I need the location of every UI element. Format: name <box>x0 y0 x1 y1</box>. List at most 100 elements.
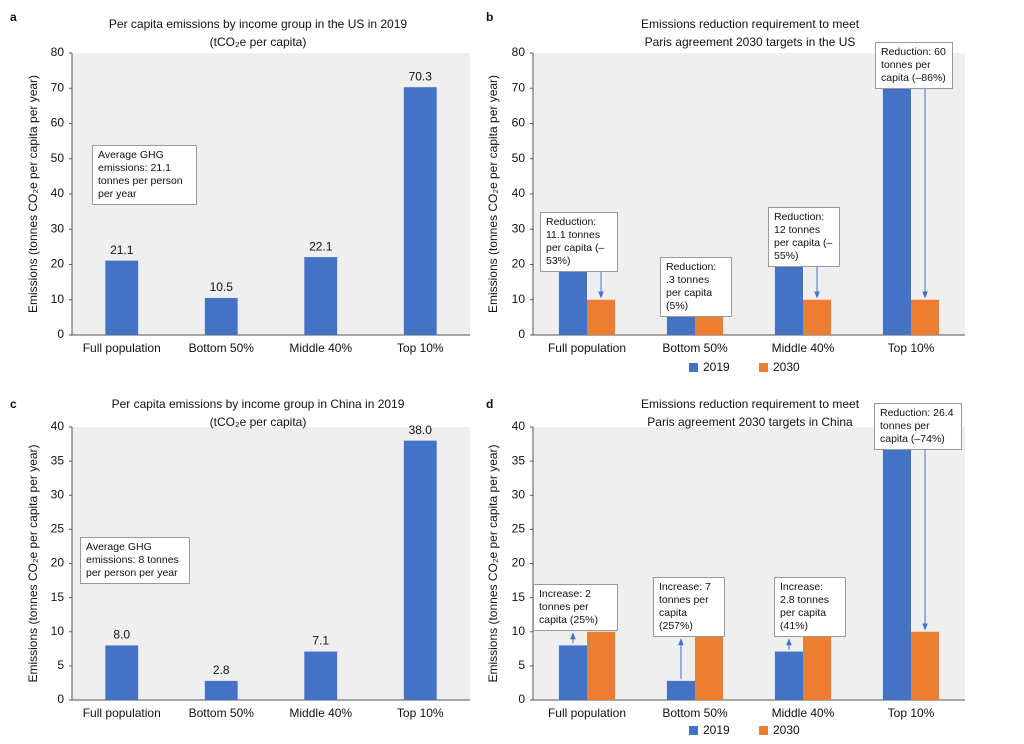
bar <box>587 299 616 335</box>
chart-title: Emissions reduction requirement to meet <box>641 397 860 411</box>
bar <box>774 257 803 335</box>
y-tick-label: 20 <box>512 257 526 271</box>
y-tick-label: 20 <box>512 556 526 570</box>
value-label: 8.0 <box>113 628 130 642</box>
y-tick-label: 10 <box>512 292 526 306</box>
x-tick-label: Middle 40% <box>289 706 352 720</box>
bar <box>558 260 587 335</box>
y-tick-label: 50 <box>51 151 65 165</box>
y-tick-label: 5 <box>518 658 525 672</box>
bar <box>304 257 338 335</box>
annotation: Reduction: 11.1 tonnes per capita (–53%) <box>540 212 618 272</box>
chart-title: Emissions reduction requirement to meet <box>641 17 860 31</box>
y-tick-label: 40 <box>51 419 65 433</box>
bar <box>882 440 911 700</box>
bar <box>304 651 338 700</box>
x-tick-label: Bottom 50% <box>662 706 728 720</box>
y-tick-label: 80 <box>51 45 65 59</box>
y-tick-label: 0 <box>518 327 525 341</box>
bar <box>774 651 803 700</box>
y-tick-label: 30 <box>51 221 65 235</box>
legend-swatch <box>689 726 698 735</box>
y-tick-label: 60 <box>51 116 65 130</box>
chart-subtitle: (tCO₂e per capita) <box>210 35 307 49</box>
y-axis-label: Emissions (tonnes CO₂e per capita per ye… <box>26 444 40 682</box>
bar <box>803 631 832 700</box>
bar <box>911 299 940 335</box>
x-tick-label: Middle 40% <box>772 341 835 355</box>
y-tick-label: 30 <box>512 221 526 235</box>
value-label: 22.1 <box>309 239 333 253</box>
y-tick-label: 25 <box>51 522 65 536</box>
value-label: 38.0 <box>409 423 433 437</box>
annotation: Average GHG emissions: 21.1 tonnes per p… <box>92 145 197 205</box>
legend-label: 2019 <box>703 360 730 374</box>
x-tick-label: Full population <box>548 706 626 720</box>
bar <box>911 631 940 700</box>
y-tick-label: 15 <box>512 590 526 604</box>
chart-title: Per capita emissions by income group in … <box>109 17 407 31</box>
chart-subtitle: (tCO₂e per capita) <box>210 415 307 429</box>
y-tick-label: 10 <box>512 624 526 638</box>
x-tick-label: Top 10% <box>397 706 444 720</box>
y-tick-label: 40 <box>512 186 526 200</box>
x-tick-label: Bottom 50% <box>662 341 728 355</box>
legend-label: 2019 <box>703 723 730 737</box>
x-tick-label: Full population <box>83 341 161 355</box>
annotation: Reduction: 60 tonnes per capita (–86%) <box>875 42 953 89</box>
y-tick-label: 80 <box>512 45 526 59</box>
bar <box>204 680 238 700</box>
y-tick-label: 10 <box>51 292 65 306</box>
y-axis-label: Emissions (tonnes CO₂e per capita per ye… <box>486 444 500 682</box>
value-label: 10.5 <box>210 280 234 294</box>
legend-swatch <box>689 363 698 372</box>
y-tick-label: 35 <box>51 453 65 467</box>
value-label: 7.1 <box>312 634 329 648</box>
y-tick-label: 30 <box>512 487 526 501</box>
bar <box>105 645 139 700</box>
value-label: 21.1 <box>110 243 134 257</box>
chart-title: Per capita emissions by income group in … <box>112 397 405 411</box>
bar <box>803 299 832 335</box>
legend-label: 2030 <box>773 360 800 374</box>
panel-letter: a <box>10 10 17 24</box>
annotation: Reduction: 12 tonnes per capita (–55%) <box>768 207 840 267</box>
bar <box>105 260 139 335</box>
legend-swatch <box>759 363 768 372</box>
x-tick-label: Full population <box>548 341 626 355</box>
x-tick-label: Middle 40% <box>289 341 352 355</box>
chart-subtitle: Paris agreement 2030 targets in China <box>647 415 853 429</box>
annotation: Increase: 7 tonnes per capita (257%) <box>653 577 725 637</box>
x-tick-label: Bottom 50% <box>189 706 255 720</box>
y-tick-label: 70 <box>512 80 526 94</box>
y-tick-label: 0 <box>57 692 64 706</box>
y-tick-label: 35 <box>512 453 526 467</box>
x-tick-label: Middle 40% <box>772 706 835 720</box>
value-label: 70.3 <box>409 69 433 83</box>
y-tick-label: 15 <box>51 590 65 604</box>
x-tick-label: Top 10% <box>888 706 935 720</box>
annotation: Increase: 2 tonnes per capita (25%) <box>533 584 618 631</box>
x-tick-label: Top 10% <box>888 341 935 355</box>
annotation: Average GHG emissions: 8 tonnes per pers… <box>80 537 190 584</box>
annotation: Increase: 2.8 tonnes per capita (41%) <box>774 577 846 637</box>
y-tick-label: 40 <box>512 419 526 433</box>
bar <box>403 87 437 335</box>
bar <box>882 87 911 335</box>
y-tick-label: 5 <box>57 658 64 672</box>
panel-letter: d <box>486 397 493 411</box>
legend-swatch <box>759 726 768 735</box>
y-tick-label: 60 <box>512 116 526 130</box>
x-tick-label: Top 10% <box>397 341 444 355</box>
y-tick-label: 70 <box>51 80 65 94</box>
annotation: Reduction: .3 tonnes per capita (5%) <box>660 257 732 317</box>
y-tick-label: 50 <box>512 151 526 165</box>
chart-subtitle: Paris agreement 2030 targets in the US <box>645 35 856 49</box>
y-tick-label: 40 <box>51 186 65 200</box>
bar <box>695 631 724 700</box>
bar <box>204 297 238 335</box>
annotation: Reduction: 26.4 tonnes per capita (–74%) <box>874 403 962 450</box>
x-tick-label: Bottom 50% <box>189 341 255 355</box>
